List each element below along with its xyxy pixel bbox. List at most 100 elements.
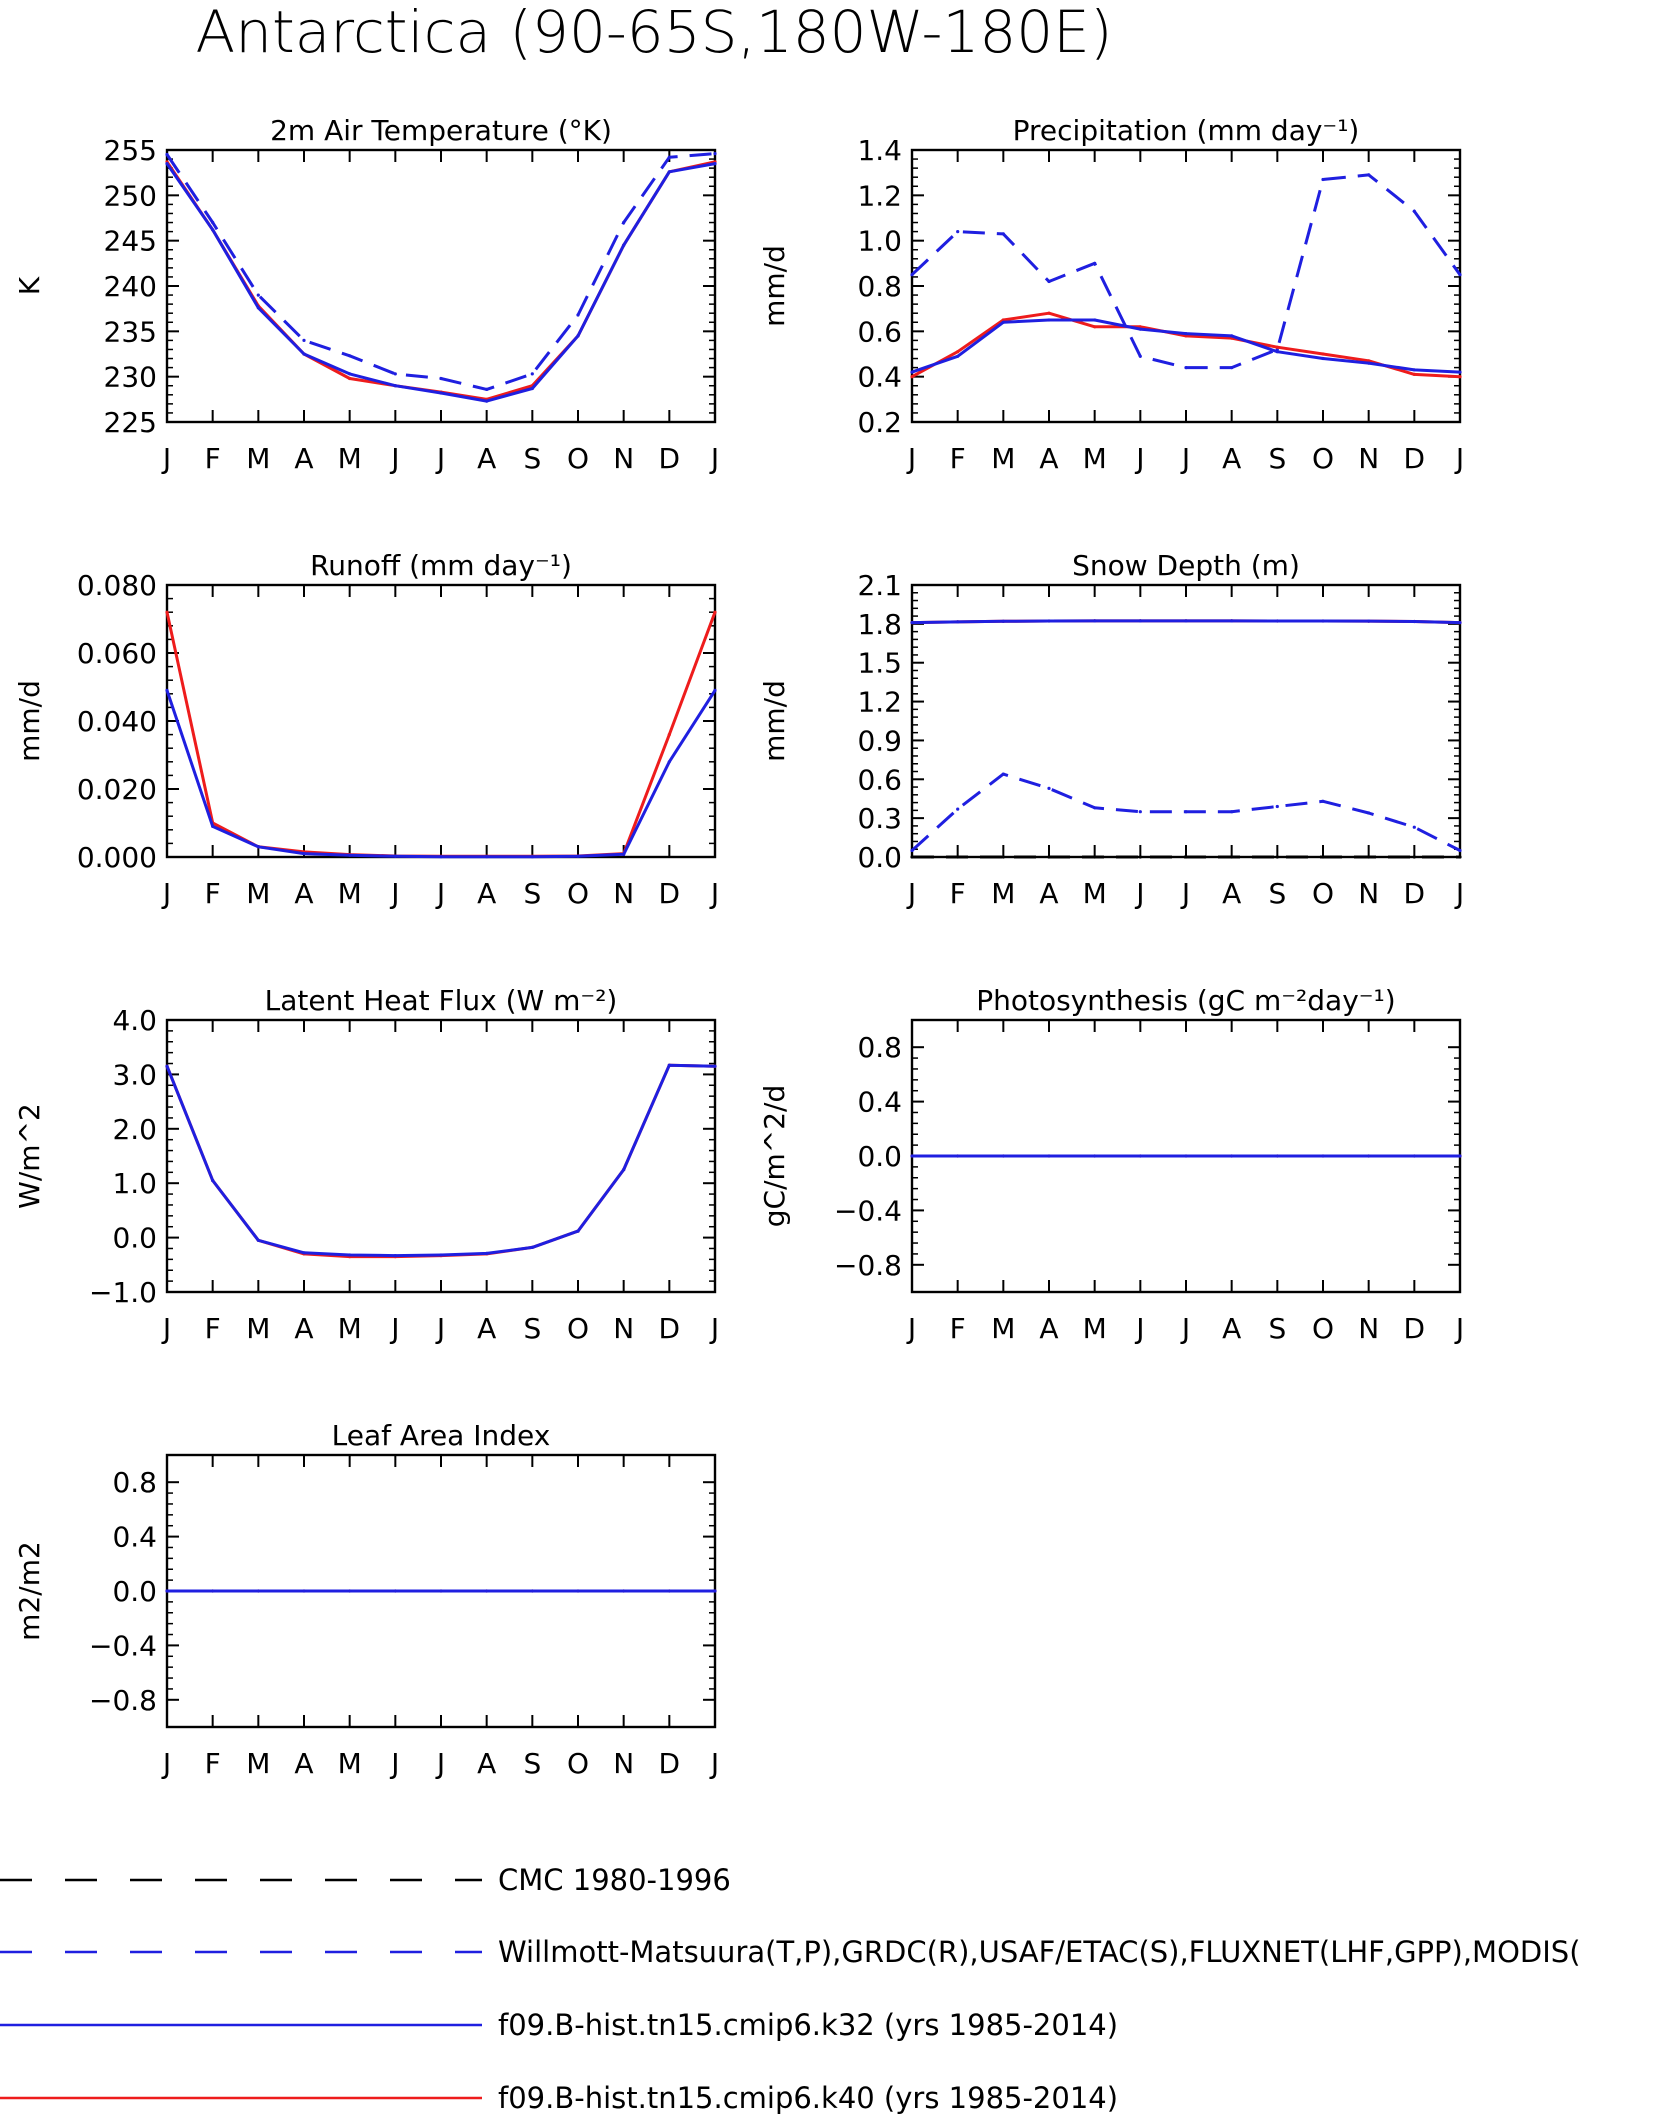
y-tick-label: 1.2: [857, 179, 902, 212]
y-tick-label: 4.0: [112, 1004, 157, 1037]
y-tick-label: 235: [104, 315, 157, 348]
series-line-k32: [911, 318, 1461, 374]
y-tick-label: 230: [104, 361, 157, 394]
x-tick-label: O: [1312, 877, 1334, 910]
data-point: [1412, 372, 1416, 376]
data-point: [1367, 855, 1371, 859]
x-tick-label: J: [1454, 442, 1464, 475]
data-point: [302, 1251, 306, 1255]
data-point: [667, 155, 671, 159]
data-point: [1275, 350, 1279, 354]
data-point: [1047, 786, 1051, 791]
x-tick-label: N: [1358, 442, 1379, 475]
data-point: [211, 1178, 215, 1183]
data-point: [393, 1589, 397, 1593]
data-point: [1367, 1154, 1371, 1158]
data-point: [1230, 334, 1234, 338]
data-point: [530, 855, 534, 859]
data-point: [1047, 619, 1051, 623]
x-tick-label: N: [613, 442, 634, 475]
data-point: [1321, 619, 1325, 623]
x-tick-label: J: [1180, 442, 1190, 475]
x-tick-label: A: [294, 877, 313, 910]
data-point: [622, 220, 626, 225]
x-tick-label: J: [435, 442, 445, 475]
x-tick-label: D: [659, 1312, 681, 1345]
data-point: [302, 852, 306, 856]
x-tick-label: F: [205, 442, 221, 475]
x-tick-label: O: [1312, 1312, 1334, 1345]
x-tick-label: S: [1268, 442, 1286, 475]
x-tick-label: J: [435, 1747, 445, 1780]
x-tick-label: F: [950, 1312, 966, 1345]
plot-frame: [910, 583, 1462, 859]
data-point: [1230, 366, 1234, 370]
data-point: [910, 848, 914, 853]
legend-item-k32: f09.B-hist.tn15.cmip6.k32 (yrs 1985-2014…: [0, 2008, 1118, 2042]
x-tick-label: A: [477, 1747, 496, 1780]
data-point: [667, 1063, 671, 1067]
legend-item-cmc: CMC 1980-1996: [0, 1863, 731, 1897]
y-tick-label: 3.0: [112, 1058, 157, 1091]
plot-frame: [910, 148, 1462, 424]
legend-item-k40: f09.B-hist.tn15.cmip6.k40 (yrs 1985-2014…: [0, 2081, 1118, 2115]
chart-title: Precipitation (mm day⁻¹): [1013, 114, 1360, 147]
data-point: [1275, 345, 1279, 349]
data-point: [1367, 361, 1371, 365]
data-point: [393, 854, 397, 858]
data-point: [302, 1589, 306, 1593]
y-tick-label: 0.8: [857, 270, 902, 303]
x-tick-label: A: [1039, 1312, 1058, 1345]
data-point: [713, 152, 717, 156]
data-point: [1047, 1154, 1051, 1158]
data-point: [1458, 848, 1462, 853]
data-point: [256, 293, 260, 297]
x-tick-label: J: [389, 1747, 399, 1780]
data-point: [1138, 354, 1142, 358]
y-tick-label: 245: [104, 225, 157, 258]
x-tick-label: F: [205, 1312, 221, 1345]
data-point: [393, 1254, 397, 1258]
data-point: [910, 273, 914, 277]
y-tick-label: 1.0: [112, 1167, 157, 1200]
data-point: [956, 350, 960, 354]
data-point: [667, 733, 671, 737]
y-tick-label: 255: [104, 134, 157, 167]
legend-label: Willmott-Matsuura(T,P),GRDC(R),USAF/ETAC…: [498, 1935, 1581, 1969]
data-point: [348, 853, 352, 857]
panels: 2m Air Temperature (°K) K 225 230 235 240 245 2…: [13, 114, 1464, 1780]
data-point: [256, 306, 260, 310]
x-tick-label: A: [294, 1312, 313, 1345]
y-axis-label: m2/m2: [13, 1541, 46, 1641]
chart-panel-2: Precipitation (mm day⁻¹) mm/d 0.2 0.4 0.6 0.8…: [758, 114, 1464, 475]
x-tick-label: A: [477, 442, 496, 475]
data-point: [956, 855, 960, 859]
data-point: [667, 170, 671, 174]
y-tick-label: 2.1: [857, 569, 902, 602]
data-point: [1321, 356, 1325, 361]
x-tick-label: M: [1083, 877, 1107, 910]
data-point: [713, 688, 717, 693]
x-tick-label: A: [1039, 442, 1058, 475]
legend-item-obs: Willmott-Matsuura(T,P),GRDC(R),USAF/ETAC…: [0, 1935, 1581, 1969]
data-point: [1047, 855, 1051, 859]
data-point: [1321, 855, 1325, 859]
y-axis-label: gC/m^2/d: [758, 1085, 791, 1228]
data-point: [1001, 772, 1005, 776]
x-tick-label: J: [1454, 1312, 1464, 1345]
x-tick-label: F: [205, 877, 221, 910]
data-point: [1458, 855, 1462, 859]
chart-panel-6: Photosynthesis (gC m⁻²day⁻¹) gC/m^2/d −0.8…: [758, 984, 1464, 1345]
x-tick-label: D: [1404, 877, 1426, 910]
data-point: [576, 1229, 580, 1233]
data-point: [956, 807, 960, 811]
data-point: [576, 854, 580, 858]
data-point: [910, 855, 914, 859]
data-point: [1093, 261, 1097, 265]
data-point: [393, 384, 397, 388]
x-tick-label: O: [567, 1747, 589, 1780]
y-tick-label: 240: [104, 270, 157, 303]
x-tick-label: M: [1083, 442, 1107, 475]
x-tick-label: M: [246, 1312, 270, 1345]
data-point: [165, 610, 169, 614]
